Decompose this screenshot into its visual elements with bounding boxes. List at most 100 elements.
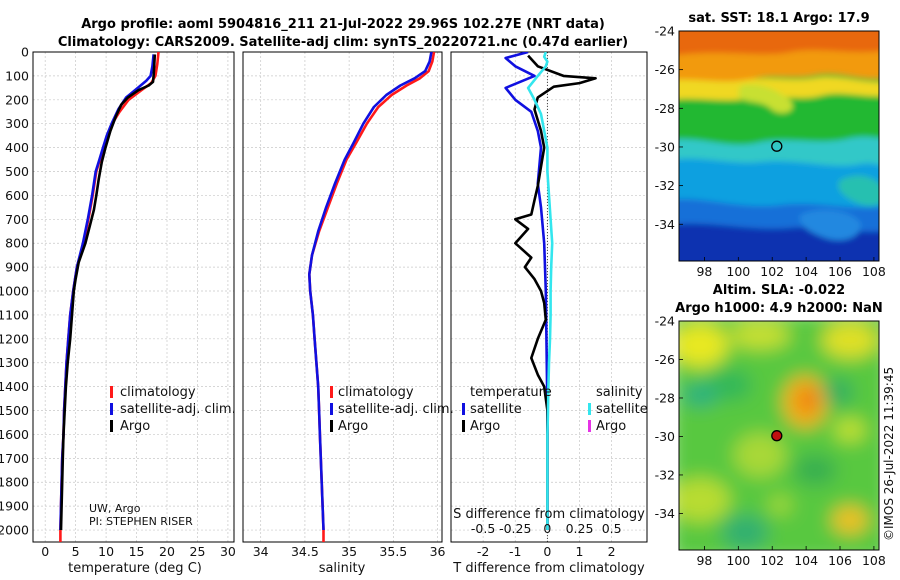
s-diff-tick-label: 0.25 xyxy=(566,521,594,536)
x-tick-label: 30 xyxy=(220,544,236,559)
map-x-tick-label: 108 xyxy=(862,264,886,279)
x-tick-label: 10 xyxy=(98,544,114,559)
series-line-argo xyxy=(513,54,597,530)
difference-x-ticks: -2 -1 0 1 2 xyxy=(477,544,616,559)
legend-satellite: satellite-adj. clim. xyxy=(120,402,236,417)
legend-swatch-satellite xyxy=(330,403,333,415)
map-x-tick-label: 100 xyxy=(726,553,750,568)
x-tick-label: 34.5 xyxy=(291,544,319,559)
map-x-tick-label: 102 xyxy=(760,264,784,279)
depth-tick-label: 0 xyxy=(21,45,29,60)
x-tick-label: 35.5 xyxy=(379,544,407,559)
map-x-tick-label: 102 xyxy=(760,553,784,568)
depth-tick-label: 900 xyxy=(5,260,29,275)
map-y-tick-label: -26 xyxy=(655,352,675,367)
legend-argo: Argo xyxy=(120,419,150,434)
depth-tick-label: 1600 xyxy=(0,427,29,442)
legend-swatch-argo xyxy=(110,420,113,432)
legend-salinity: climatology satellite-adj. clim. Argo xyxy=(330,385,454,434)
x-tick-label: 2 xyxy=(608,544,616,559)
legend-swatch-t-satellite xyxy=(462,403,465,415)
x-tick-label: 35 xyxy=(341,544,357,559)
argo-position-marker-sla xyxy=(771,430,783,442)
salinity-series xyxy=(307,52,436,542)
series-line-climatology xyxy=(307,52,436,542)
legend-t-satellite: satellite xyxy=(470,402,522,417)
legend-satellite: satellite-adj. clim. xyxy=(338,402,454,417)
x-tick-label: 34 xyxy=(253,544,269,559)
difference-series xyxy=(504,52,597,530)
depth-tick-label: 800 xyxy=(5,236,29,251)
legend-difference: temperature salinity satellite Argo sate… xyxy=(462,385,648,434)
x-tick-label: 25 xyxy=(190,544,206,559)
depth-tick-label: 400 xyxy=(5,140,29,155)
sst-map xyxy=(679,31,879,261)
x-tick-label: 5 xyxy=(72,544,80,559)
salinity-difference-xlabel: S difference from climatology xyxy=(453,507,645,522)
sst-map-ticks: 98 100 102 104 106 108 -24 -26 -28 -30 -32 -34 xyxy=(655,24,886,280)
x-tick-label: -2 xyxy=(477,544,489,559)
map-x-tick-label: 104 xyxy=(794,553,818,568)
sst-map-title: sat. SST: 18.1 Argo: 17.9 xyxy=(688,11,869,26)
map-y-tick-label: -24 xyxy=(655,24,675,39)
legend-t-argo: Argo xyxy=(470,419,500,434)
difference-panel xyxy=(450,51,648,543)
map-y-tick-label: -30 xyxy=(655,429,675,444)
legend-swatch-s-argo xyxy=(588,420,591,432)
title-line-1: Argo profile: aoml 5904816_211 21-Jul-20… xyxy=(81,17,605,32)
depth-tick-label: 1000 xyxy=(0,284,29,299)
x-tick-label: -1 xyxy=(509,544,521,559)
depth-tick-label: 2000 xyxy=(0,523,29,538)
map-x-tick-label: 108 xyxy=(862,553,886,568)
argo-position-marker xyxy=(771,140,783,152)
s-diff-tick-label: 0 xyxy=(543,521,551,536)
credit-line-1: UW, Argo xyxy=(89,502,141,515)
map-y-tick-label: -30 xyxy=(655,139,675,154)
depth-tick-label: 500 xyxy=(5,164,29,179)
x-tick-label: 1 xyxy=(576,544,584,559)
sla-map-frame xyxy=(678,320,880,551)
map-x-tick-label: 98 xyxy=(696,264,712,279)
sla-map xyxy=(679,321,879,550)
map-y-tick-label: -24 xyxy=(655,314,675,329)
legend-argo: Argo xyxy=(338,419,368,434)
depth-tick-label: 100 xyxy=(5,68,29,83)
map-y-tick-label: -34 xyxy=(655,217,675,232)
depth-tick-label: 300 xyxy=(5,116,29,131)
salinity-xlabel: salinity xyxy=(319,561,366,576)
salinity-grid xyxy=(243,51,442,542)
depth-tick-label: 1300 xyxy=(0,355,29,370)
legend-swatch-climatology xyxy=(110,386,113,398)
temperature-series xyxy=(59,52,160,542)
credit-line-2: PI: STEPHEN RISER xyxy=(89,515,193,528)
temperature-x-ticks: 0 5 10 15 20 25 30 xyxy=(41,544,236,559)
depth-tick-label: 1400 xyxy=(0,379,29,394)
legend-climatology: climatology xyxy=(120,385,196,400)
sst-map-frame xyxy=(678,30,880,262)
x-tick-label: 15 xyxy=(129,544,145,559)
map-x-tick-label: 100 xyxy=(726,264,750,279)
x-tick-label: 36 xyxy=(430,544,446,559)
series-line-satellite xyxy=(504,52,549,530)
temperature-panel xyxy=(32,51,235,543)
legend-swatch-climatology xyxy=(330,386,333,398)
series-line-climatology xyxy=(59,52,160,542)
legend-temp-header: temperature xyxy=(470,385,552,400)
map-y-tick-label: -32 xyxy=(655,467,675,482)
series-line-satellite xyxy=(307,52,433,531)
depth-tick-label: 1700 xyxy=(0,451,29,466)
depth-tick-label: 600 xyxy=(5,188,29,203)
depth-tick-label: 1800 xyxy=(0,475,29,490)
depth-tick-label: 1900 xyxy=(0,499,29,514)
salinity-panel xyxy=(242,51,443,543)
difference-grid xyxy=(451,51,647,542)
legend-swatch-t-argo xyxy=(462,420,465,432)
depth-tick-label: 1100 xyxy=(0,307,29,322)
depth-tick-label: 200 xyxy=(5,92,29,107)
temperature-grid xyxy=(33,51,234,542)
legend-swatch-s-satellite xyxy=(588,403,591,415)
map-x-tick-label: 106 xyxy=(828,264,852,279)
legend-sal-header: salinity xyxy=(596,385,643,400)
series-line-sal_satellite xyxy=(526,52,554,530)
